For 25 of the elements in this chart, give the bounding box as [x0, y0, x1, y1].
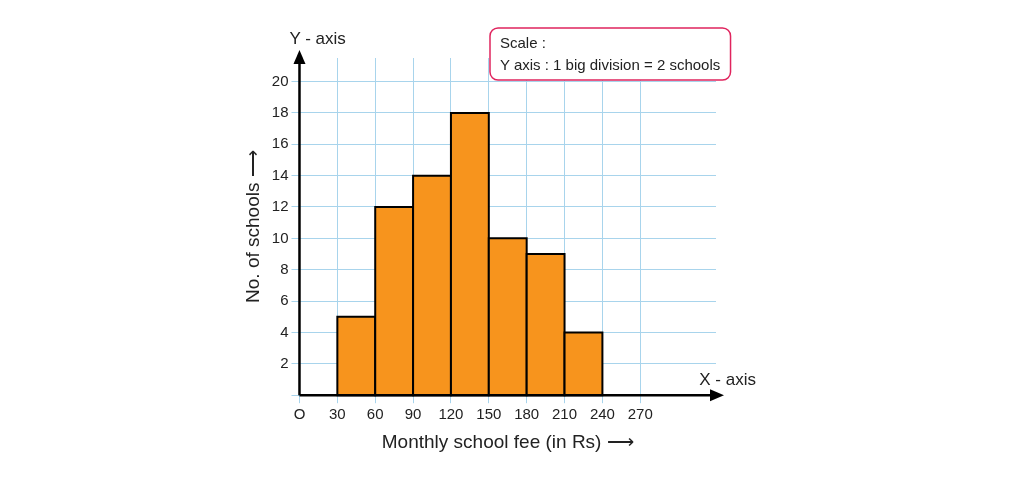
y-tick-label: 20	[271, 71, 289, 89]
y-tick-label: 2	[280, 353, 289, 371]
y-tick-label: 6	[280, 291, 289, 309]
x-tick-label: 210	[552, 405, 578, 423]
x-axis-title: Monthly school fee (in Rs) ⟶	[381, 430, 634, 452]
x-tick-label: 150	[476, 405, 502, 423]
y-tick-label: 18	[271, 103, 289, 121]
y-tick-label: 4	[280, 322, 289, 340]
x-tick-label: 30	[329, 405, 346, 423]
x-tick-label: 90	[404, 405, 422, 423]
y-tick-label: 14	[271, 165, 289, 183]
y-tick-label: 12	[271, 197, 289, 215]
y-tick-label: 16	[271, 134, 289, 152]
x-tick-label: 120	[438, 405, 464, 423]
x-tick-label: 60	[366, 405, 384, 423]
annotation: Scale : Y axis : 1 big division = 2 schools	[500, 33, 721, 73]
x-tick-label: 180	[514, 405, 540, 423]
x-tick-label: 270	[627, 405, 653, 423]
annotation: X - axis	[699, 370, 756, 390]
y-axis-title: No. of schools ⟶	[241, 150, 263, 303]
text: Y - axis	[289, 29, 346, 49]
y-tick-label: 10	[271, 228, 289, 246]
x-tick-label: O	[293, 405, 306, 423]
x-tick-label: 240	[589, 405, 615, 423]
y-tick-label: 8	[280, 259, 289, 277]
